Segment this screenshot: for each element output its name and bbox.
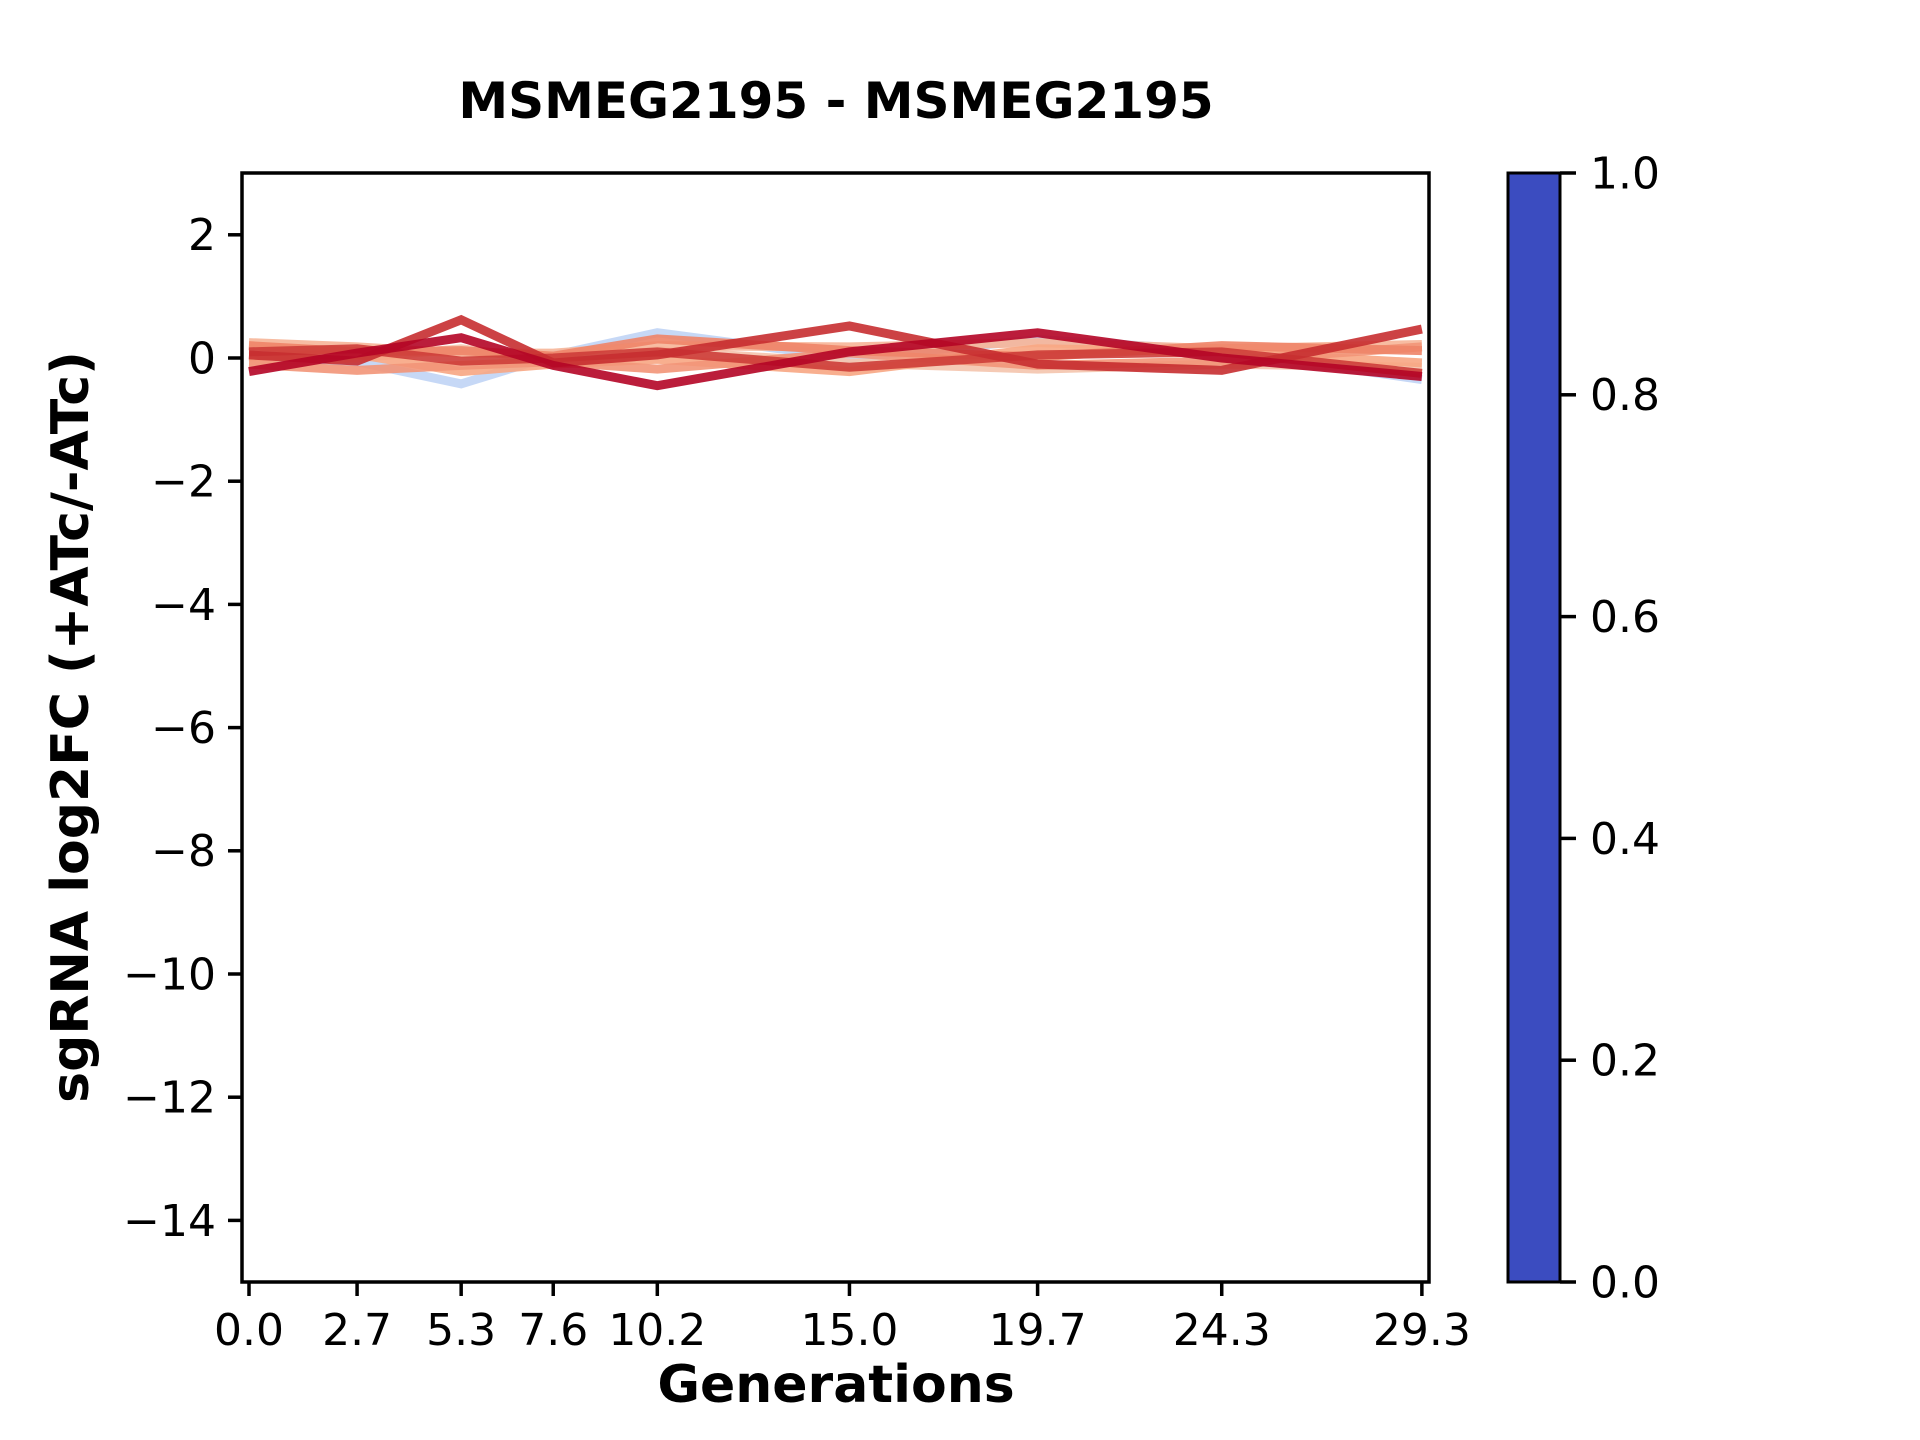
colorbar-tick-label: 0.2 <box>1590 1036 1660 1087</box>
colorbar-gradient <box>1508 173 1560 1282</box>
series-lines <box>248 314 1423 391</box>
colorbar-tick-label: 0.0 <box>1590 1257 1660 1308</box>
y-tick-label: −10 <box>123 949 216 1000</box>
series-line <box>248 328 1423 391</box>
series-line <box>248 342 1423 375</box>
x-tick-label: 5.3 <box>426 1305 496 1356</box>
colorbar-ticks: 1.0 0.8 0.6 0.4 0.2 0.0 <box>1560 148 1660 1308</box>
x-tick-label: 10.2 <box>608 1305 706 1356</box>
y-tick-label: −12 <box>123 1073 216 1124</box>
x-tick-label: 24.3 <box>1173 1305 1271 1356</box>
colorbar: 1.0 0.8 0.6 0.4 0.2 0.0 <box>1506 148 1660 1308</box>
x-axis-ticks: 0.0 2.7 5.3 7.6 10.2 15.0 19.7 24.3 29.3 <box>214 1282 1471 1356</box>
chart-title: MSMEG2195 - MSMEG2195 <box>458 72 1213 130</box>
y-axis-ticks: 2 0 −2 −4 −6 −8 −10 −12 −14 <box>123 210 242 1247</box>
x-axis-label: Generations <box>657 1355 1014 1415</box>
y-axis-label: sgRNA log2FC (+ATc/-ATc) <box>41 351 101 1103</box>
x-tick-label: 0.0 <box>214 1305 284 1356</box>
y-tick-label: 2 <box>188 210 216 261</box>
y-tick-label: −14 <box>123 1196 216 1247</box>
x-tick-label: 7.6 <box>518 1305 588 1356</box>
colorbar-frame <box>1506 171 1562 1284</box>
y-tick-label: −2 <box>151 457 216 508</box>
colorbar-tick-label: 0.8 <box>1590 370 1660 421</box>
y-tick-label: −6 <box>151 703 216 754</box>
x-tick-label: 15.0 <box>800 1305 898 1356</box>
colorbar-tick-label: 0.6 <box>1590 592 1660 643</box>
x-tick-label: 2.7 <box>322 1305 392 1356</box>
y-tick-label: −4 <box>151 580 216 631</box>
y-tick-label: −8 <box>151 826 216 877</box>
x-tick-label: 29.3 <box>1373 1305 1471 1356</box>
x-tick-label: 19.7 <box>989 1305 1087 1356</box>
y-tick-label: 0 <box>188 333 216 384</box>
colorbar-tick-label: 0.4 <box>1590 814 1660 865</box>
colorbar-tick-label: 1.0 <box>1590 148 1660 199</box>
